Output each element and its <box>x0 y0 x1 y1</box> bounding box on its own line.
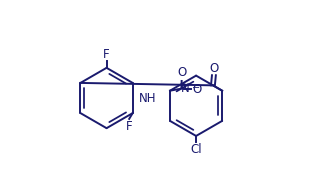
Text: Cl: Cl <box>190 143 202 156</box>
Text: F: F <box>126 120 132 133</box>
Text: O: O <box>193 83 202 96</box>
Text: +: + <box>180 81 188 90</box>
Text: −: − <box>192 83 200 93</box>
Text: O: O <box>177 66 186 79</box>
Text: O: O <box>209 62 218 75</box>
Text: NH: NH <box>139 92 156 105</box>
Text: N: N <box>181 82 190 95</box>
Text: F: F <box>103 48 110 61</box>
